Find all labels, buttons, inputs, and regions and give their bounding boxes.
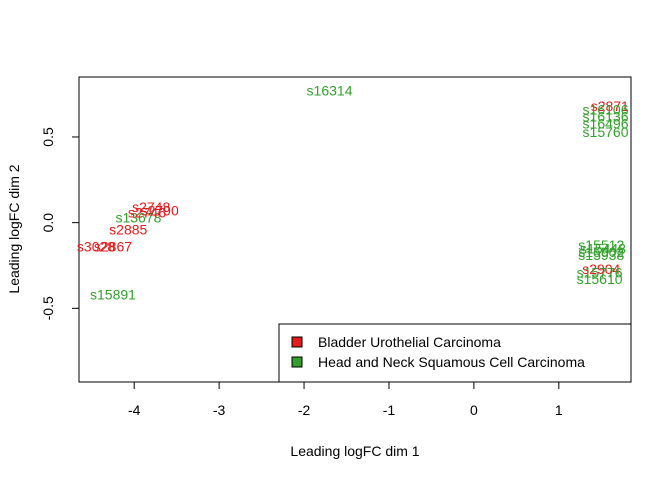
point-label: s16314 bbox=[307, 83, 353, 99]
y-tick-label: -0.5 bbox=[40, 296, 56, 320]
point-label: s3028 bbox=[77, 239, 115, 255]
legend-swatch-bladder bbox=[291, 336, 303, 348]
point-label: s16136 bbox=[583, 108, 629, 124]
point-label: s15448 bbox=[580, 240, 626, 256]
x-tick-label: -2 bbox=[298, 402, 311, 418]
point-label: s16106 bbox=[583, 102, 629, 118]
x-axis-label: Leading logFC dim 1 bbox=[290, 443, 419, 459]
point-label: s15760 bbox=[583, 124, 629, 140]
legend-label-head-neck: Head and Neck Squamous Cell Carcinoma bbox=[318, 354, 585, 370]
point-label: s2867 bbox=[94, 239, 132, 255]
y-tick-label: 0.0 bbox=[40, 213, 56, 233]
legend-label-bladder: Bladder Urothelial Carcinoma bbox=[318, 334, 501, 350]
point-label: s13678 bbox=[115, 210, 161, 226]
point-label: s2748 bbox=[132, 199, 170, 215]
x-tick-label: 0 bbox=[470, 402, 478, 418]
x-tick-label: -3 bbox=[213, 402, 226, 418]
point-label: s15512 bbox=[578, 237, 624, 253]
legend-swatch-head-neck bbox=[291, 356, 303, 368]
point-label: s15776 bbox=[577, 264, 623, 280]
point-label: s2904 bbox=[582, 261, 620, 277]
y-axis: -0.5 0.0 0.5 bbox=[40, 127, 80, 320]
legend: Bladder Urothelial Carcinoma Head and Ne… bbox=[278, 323, 632, 383]
x-tick-label: -1 bbox=[383, 402, 396, 418]
y-tick-label: 0.5 bbox=[40, 127, 56, 147]
point-label: s15891 bbox=[90, 287, 136, 303]
point-label: s15610 bbox=[577, 271, 623, 287]
point-label: s15902 bbox=[578, 244, 624, 260]
point-label: s2790 bbox=[141, 203, 179, 219]
y-axis-label: Leading logFC dim 2 bbox=[6, 164, 22, 293]
point-label: s2885 bbox=[109, 222, 147, 238]
x-tick-label: 1 bbox=[555, 402, 563, 418]
point-label: s2746 bbox=[128, 204, 166, 220]
x-axis: -4 -3 -2 -1 0 1 bbox=[128, 381, 563, 418]
point-label: s2871 bbox=[591, 98, 629, 114]
legend-box bbox=[278, 323, 632, 383]
point-label: s16496 bbox=[583, 115, 629, 131]
point-label: s15938 bbox=[578, 247, 624, 263]
x-tick-label: -4 bbox=[128, 402, 141, 418]
